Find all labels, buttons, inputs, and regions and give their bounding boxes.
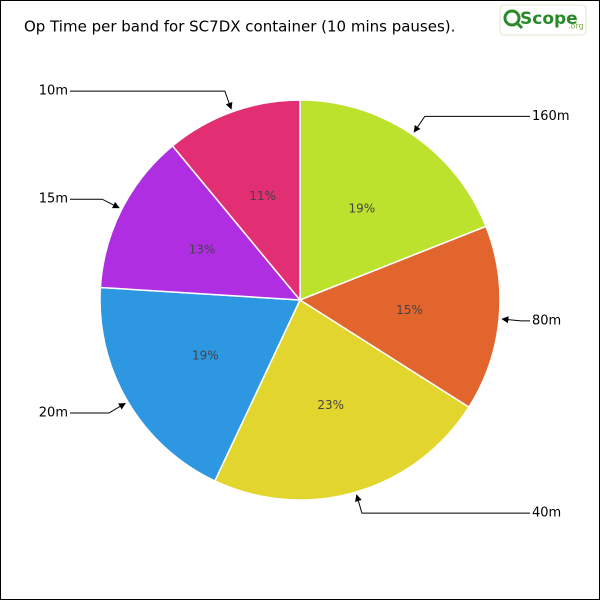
logo-icon-handle	[515, 21, 524, 30]
category-label: 15m	[39, 192, 68, 207]
leader-line	[501, 316, 530, 324]
data-label: 19%	[192, 348, 219, 362]
category-label: 20m	[39, 406, 68, 421]
data-label: 23%	[317, 398, 344, 412]
leader-line	[355, 494, 530, 514]
leader-line	[413, 115, 530, 133]
data-label: 11%	[249, 189, 276, 203]
category-label: 10m	[39, 84, 68, 99]
logo-icon	[503, 9, 521, 27]
category-label: 80m	[532, 313, 561, 328]
data-label: 13%	[189, 243, 216, 257]
category-label: 160m	[532, 109, 569, 124]
pie-slice	[299, 99, 487, 302]
data-label: 15%	[396, 303, 423, 317]
chart-title: Op Time per band for SC7DX container (10…	[24, 18, 455, 36]
leader-line	[70, 402, 126, 414]
pie-slice	[298, 225, 501, 409]
pie-slice	[213, 298, 470, 501]
logo-suffix: .org	[568, 22, 584, 31]
data-label: 19%	[348, 202, 375, 216]
pie-slice	[99, 286, 302, 482]
category-label: 40m	[532, 506, 561, 521]
pie-slice	[171, 99, 301, 303]
leader-line	[70, 90, 233, 110]
pie-slice	[99, 144, 302, 301]
leader-line	[70, 198, 120, 209]
logo-text: Scope	[520, 9, 578, 29]
logo: Scope .org	[499, 4, 587, 36]
